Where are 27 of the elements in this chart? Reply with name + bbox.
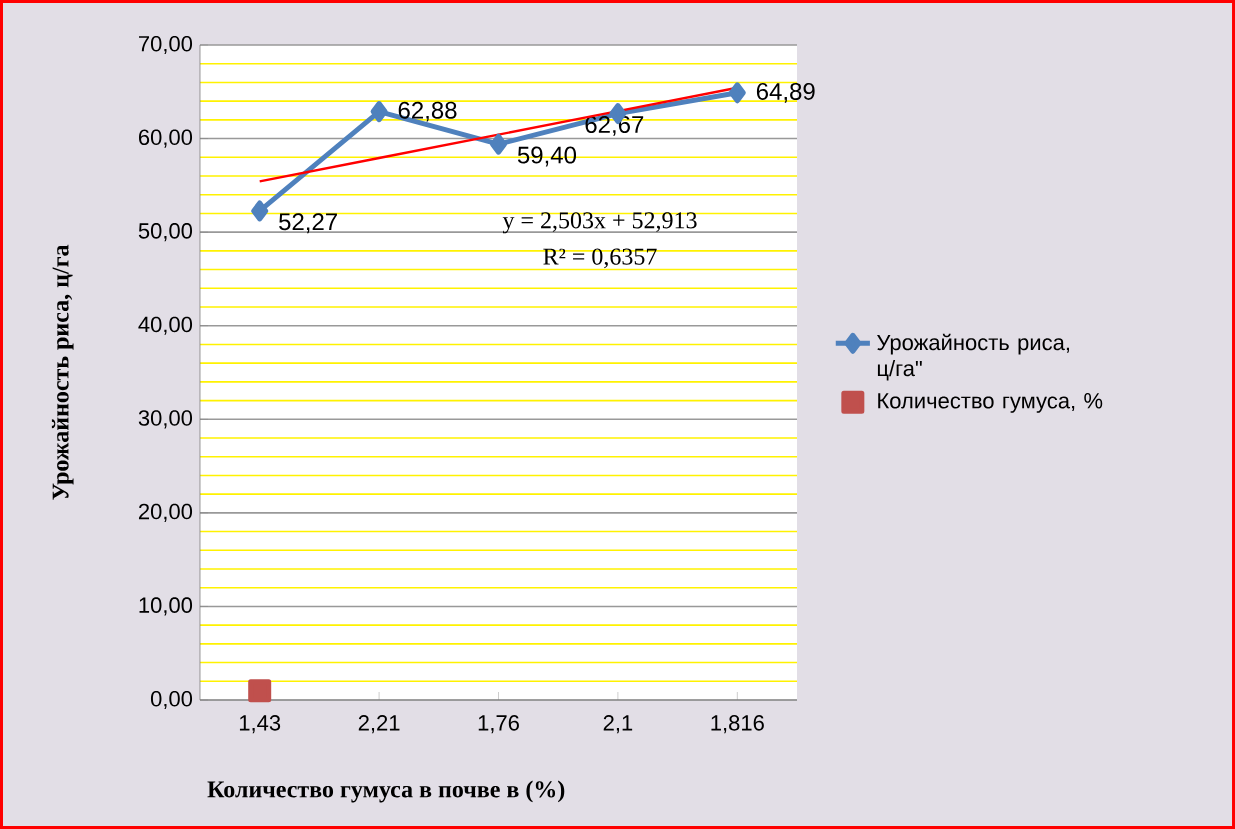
data-label: 64,89: [756, 82, 815, 103]
point: [251, 200, 269, 222]
x-axis-title: Количество гумуса в почве в (%): [207, 780, 565, 803]
x-tick-label: 1,43: [239, 715, 281, 734]
data-label: 52,27: [279, 213, 337, 234]
y-tick-label: 20,00: [138, 503, 193, 522]
y-tick-label: 30,00: [138, 410, 193, 429]
y-tick-label: 10,00: [139, 597, 193, 616]
y-tick-label: 40,00: [138, 316, 193, 335]
annotation: R² = 0,6357: [543, 248, 657, 269]
y-axis-title: Урожайность риса, ц/га: [51, 244, 74, 500]
x-tick-label: 2,1: [603, 715, 633, 734]
y-tick-label: 70,00: [139, 35, 193, 55]
y-tick-label: 50,00: [138, 223, 193, 242]
x-tick-label: 2,21: [358, 715, 400, 734]
data-label: 62,88: [398, 101, 457, 122]
legend-label: Количество гумуса, %: [878, 393, 1103, 413]
x-tick-label: 1,76: [478, 715, 519, 734]
legend-label: Урожайность риса, ц/га": [877, 333, 1069, 381]
point: [728, 82, 746, 104]
x-tick-label: 1,816: [711, 715, 764, 734]
point: [490, 133, 507, 155]
y-tick-label: 0,00: [150, 690, 193, 710]
y-tick-label: 60,00: [139, 129, 193, 148]
annotation: y = 2,503x + 52,913: [502, 212, 697, 234]
point: [248, 679, 272, 703]
point: [370, 101, 388, 123]
